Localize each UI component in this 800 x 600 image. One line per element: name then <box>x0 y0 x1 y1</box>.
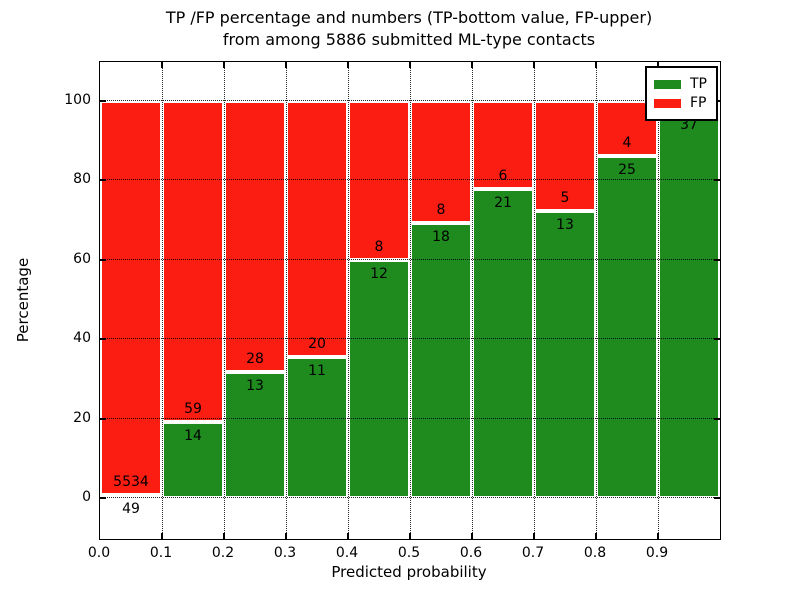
y-tick-right <box>714 338 720 341</box>
y-tick-label: 60 <box>73 250 91 267</box>
tp-count-label: 13 <box>246 378 264 395</box>
tp-count-label: 37 <box>680 117 698 134</box>
x-tick-label: 0.8 <box>583 545 607 561</box>
tp-bar-segment <box>658 111 720 499</box>
y-tick-right <box>714 179 720 182</box>
fp-bar-segment <box>410 100 472 224</box>
tp-count-label: 49 <box>122 500 140 517</box>
fp-bar-segment <box>534 100 596 212</box>
tp-bar-segment <box>472 189 534 499</box>
y-tick-label: 100 <box>64 91 91 108</box>
x-axis-label: Predicted probability <box>331 563 487 581</box>
y-tick-left <box>100 497 106 500</box>
x-tick-bottom <box>471 533 473 539</box>
tp-bar-segment <box>162 421 224 499</box>
fp-bar-segment <box>224 100 286 373</box>
x-tick-label: 0.9 <box>645 545 669 561</box>
y-tick-right <box>714 497 720 500</box>
tp-bar-segment <box>348 259 410 499</box>
legend-label: FP <box>690 95 707 111</box>
x-tick-label: 0.1 <box>149 545 173 561</box>
x-tick-bottom <box>285 533 287 539</box>
tp-count-label: 18 <box>432 229 450 246</box>
fp-count-label: 28 <box>246 351 264 368</box>
tp-bar-segment <box>100 494 162 499</box>
x-tick-top <box>285 62 287 68</box>
y-axis-label: Percentage <box>14 257 32 343</box>
fp-bar-segment <box>348 100 410 260</box>
x-tick-label: 0.3 <box>273 545 297 561</box>
y-tick-left <box>100 417 106 420</box>
tp-bar-segment <box>410 223 472 499</box>
fp-bar-segment <box>472 100 534 190</box>
tp-count-label: 13 <box>556 217 574 234</box>
x-tick-top <box>595 62 597 68</box>
chart-title: TP /FP percentage and numbers (TP-bottom… <box>99 7 719 51</box>
legend-row: FP <box>654 95 707 111</box>
fp-count-label: 5 <box>560 190 570 207</box>
fp-count-label: 59 <box>184 400 202 417</box>
x-tick-bottom <box>533 533 535 539</box>
fp-count-label: 4 <box>622 134 632 151</box>
chart-title-line1: TP /FP percentage and numbers (TP-bottom… <box>165 8 653 27</box>
fp-bar-segment <box>162 100 224 422</box>
x-tick-bottom <box>347 533 349 539</box>
legend-row: TP <box>654 76 707 92</box>
tp-count-label: 11 <box>308 363 326 380</box>
fp-count-label: 6 <box>498 168 508 185</box>
y-tick-label: 0 <box>82 489 91 506</box>
fp-legend-swatch-icon <box>654 98 681 108</box>
x-tick-label: 0.4 <box>335 545 359 561</box>
y-tick-right <box>714 417 720 420</box>
y-tick-left <box>100 338 106 341</box>
x-tick-top <box>347 62 349 68</box>
x-tick-top <box>409 62 411 68</box>
x-tick-label: 0.2 <box>211 545 235 561</box>
x-tick-top <box>471 62 473 68</box>
x-tick-bottom <box>595 533 597 539</box>
fp-count-label: 8 <box>436 202 446 219</box>
chart-title-line2: from among 5886 submitted ML-type contac… <box>222 30 596 49</box>
tp-count-label: 25 <box>618 161 636 178</box>
tp-count-label: 21 <box>494 195 512 212</box>
fp-bar-segment <box>100 100 162 495</box>
x-tick-top <box>533 62 535 68</box>
tp-legend-swatch-icon <box>654 79 681 89</box>
tp-bar-segment <box>534 211 596 499</box>
x-tick-bottom <box>223 533 225 539</box>
x-tick-label: 0.6 <box>459 545 483 561</box>
x-tick-label: 0.7 <box>521 545 545 561</box>
y-tick-label: 80 <box>73 171 91 188</box>
fp-count-label: 5534 <box>113 473 149 490</box>
y-tick-left <box>100 99 106 102</box>
tp-count-label: 12 <box>370 265 388 282</box>
tp-count-label: 14 <box>184 427 202 444</box>
tp-bar-segment <box>596 155 658 499</box>
legend-label: TP <box>690 76 707 92</box>
y-tick-left <box>100 179 106 182</box>
x-tick-top <box>161 62 163 68</box>
tp-bar-segment <box>224 372 286 499</box>
x-tick-top <box>223 62 225 68</box>
fp-count-label: 20 <box>308 336 326 353</box>
x-tick-label: 0.5 <box>397 545 421 561</box>
fp-count-label: 8 <box>374 238 384 255</box>
x-tick-label: 0.0 <box>87 545 111 561</box>
y-tick-right <box>714 258 720 261</box>
x-tick-bottom <box>409 533 411 539</box>
x-tick-bottom <box>657 533 659 539</box>
fp-bar-segment <box>286 100 348 358</box>
legend: TP FP <box>645 66 718 121</box>
y-tick-label: 40 <box>73 330 91 347</box>
x-tick-bottom <box>161 533 163 539</box>
y-tick-label: 20 <box>73 409 91 426</box>
y-tick-left <box>100 258 106 261</box>
plot-area: TP FP 49 5534 14 59 13 28 11 20 12 8 18 8 21 6 13 5 25 4 37 <box>99 61 721 540</box>
